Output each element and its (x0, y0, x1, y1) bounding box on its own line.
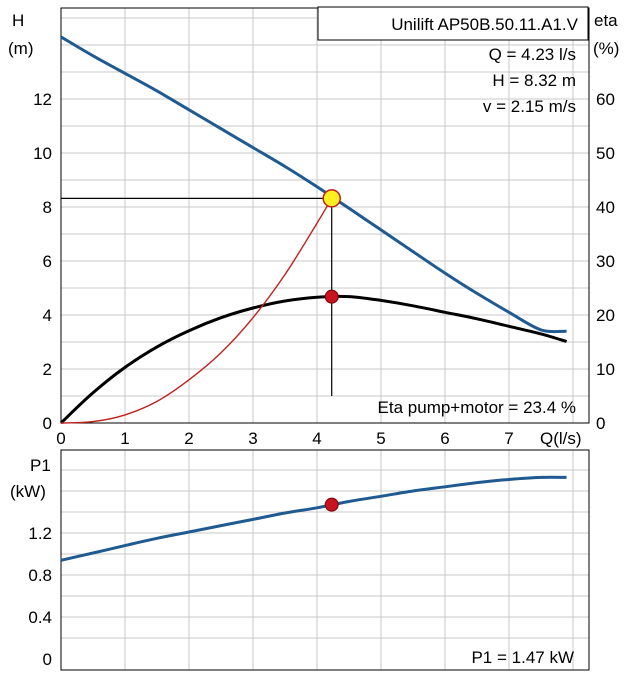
power-point-marker (324, 497, 339, 512)
y-axis-left-label-line2: (m) (8, 39, 33, 58)
title-box (317, 6, 589, 41)
x-axis-label: Q(l/s) (540, 429, 582, 448)
system-curve-line (60, 198, 333, 424)
eta-curve-line (59, 294, 568, 425)
y-right-tick-label: 50 (596, 144, 615, 163)
x-tick-label: 3 (248, 429, 257, 448)
x-tick-label: 2 (184, 429, 193, 448)
y-right-tick-label: 40 (596, 198, 615, 217)
y-axis-left-label-line1: H (12, 11, 24, 30)
p1-axis-label-line1: P1 (30, 456, 51, 475)
bottom-plot-frame (60, 449, 590, 671)
y-axis-right-label-line2: (%) (593, 39, 619, 58)
y-left-tick-label: 8 (43, 198, 52, 217)
y-right-tick-label: 20 (596, 306, 615, 325)
x-tick-label: 0 (56, 429, 65, 448)
bottom-chart-grid: 0 0.4 0.8 1.2 (28, 449, 590, 671)
p1-tick-label: 0.4 (28, 608, 52, 627)
y-axis-right-label-line1: eta (594, 11, 618, 30)
info-q: Q = 4.23 l/s (489, 45, 576, 64)
y-right-tick-label: 0 (596, 414, 605, 433)
p1-tick-label: 0 (43, 650, 52, 669)
y-left-tick-label: 0 (43, 414, 52, 433)
head-curve-line (60, 35, 567, 334)
duty-point-marker (322, 189, 341, 208)
y-left-tick-label: 4 (43, 306, 52, 325)
y-left-tick-label: 6 (43, 252, 52, 271)
info-h: H = 8.32 m (492, 71, 576, 90)
y-right-tick-label: 60 (596, 90, 615, 109)
y-right-tick-label: 10 (596, 360, 615, 379)
power-curve-line (60, 475, 567, 562)
p1-label: P1 = 1.47 kW (471, 648, 574, 667)
top-chart-plot (59, 35, 568, 425)
x-tick-label: 5 (376, 429, 385, 448)
eta-point-marker (324, 289, 339, 304)
bottom-chart-plot (60, 475, 567, 562)
x-tick-label: 6 (440, 429, 449, 448)
y-left-tick-label: 12 (33, 90, 52, 109)
y-left-tick-label: 10 (33, 144, 52, 163)
x-tick-label: 7 (504, 429, 513, 448)
p1-tick-label: 1.2 (28, 524, 52, 543)
p1-axis-label-line2: (kW) (10, 482, 46, 501)
chart-title: Unilift AP50B.50.11.A1.V (391, 15, 578, 34)
top-plot-frame (60, 7, 590, 424)
x-tick-label: 1 (120, 429, 129, 448)
p1-tick-label: 0.8 (28, 566, 52, 585)
y-left-tick-label: 2 (43, 360, 52, 379)
info-v: v = 2.15 m/s (483, 97, 576, 116)
x-tick-label: 4 (312, 429, 321, 448)
y-right-tick-label: 30 (596, 252, 615, 271)
eta-label: Eta pump+motor = 23.4 % (378, 398, 576, 417)
